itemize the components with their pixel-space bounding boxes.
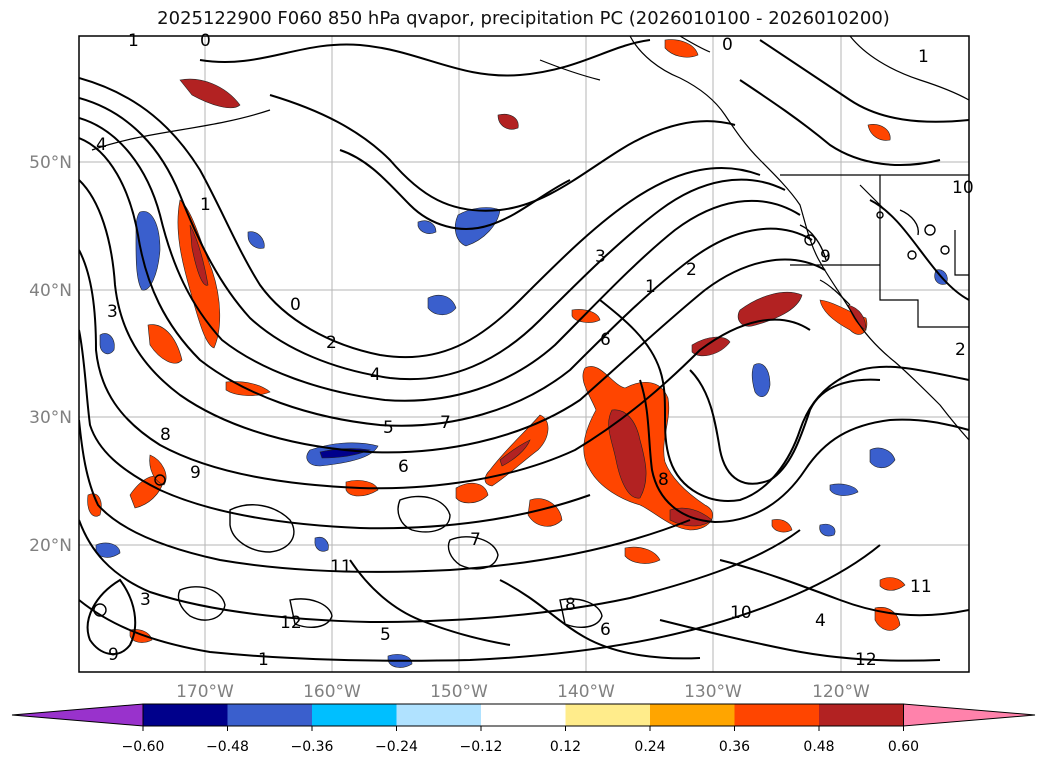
contour-label: 7	[470, 530, 481, 550]
precip-positive-shading	[87, 39, 906, 643]
contour-label: 2	[686, 260, 697, 280]
colorbar-tick-label: 0.24	[634, 739, 665, 755]
contour-label: 9	[820, 247, 831, 267]
contour-label: 4	[370, 365, 381, 385]
colorbar-segment	[565, 704, 650, 726]
precip-core-central	[608, 409, 647, 499]
colorbar-tick-label: −0.48	[206, 739, 249, 755]
longitude-labels: 170°W 160°W 150°W 140°W 130°W 120°W	[176, 682, 870, 702]
lat-label: 20°N	[29, 536, 72, 556]
contour-label: 4	[96, 135, 107, 155]
colorbar	[11, 703, 1036, 731]
colorbar-extend-min	[11, 703, 144, 727]
colorbar-tick-label: −0.12	[460, 739, 503, 755]
contour-label: 9	[108, 645, 119, 665]
contour-label: 8	[160, 425, 171, 445]
colorbar-extend-max	[903, 703, 1036, 727]
contour-label: 2	[326, 333, 337, 353]
contour-label: 8	[565, 595, 576, 615]
contour-label: 9	[190, 463, 201, 483]
colorbar-tick-labels: −0.60 −0.48 −0.36 −0.24 −0.12 0.12 0.24 0.36 0.4…	[122, 739, 920, 755]
contour-rings	[93, 211, 950, 617]
lon-label: 120°W	[812, 682, 870, 702]
contour-label: 3	[595, 247, 606, 267]
contour-label: 1	[645, 277, 656, 297]
contour-label: 1	[200, 195, 211, 215]
lon-label: 130°W	[684, 682, 742, 702]
contour-label: 10	[730, 603, 752, 623]
colorbar-tick-label: 0.12	[550, 739, 581, 755]
contour-label: 6	[398, 457, 409, 477]
contour-label: 11	[330, 557, 352, 577]
contour-label: 1	[128, 31, 139, 51]
map-border	[78, 35, 970, 673]
contour-label: 12	[855, 650, 877, 670]
contour-label: 12	[280, 613, 302, 633]
lon-label: 160°W	[303, 682, 361, 702]
lon-label: 140°W	[557, 682, 615, 702]
map-background	[79, 36, 969, 672]
colorbar-tick-label: 0.48	[803, 739, 834, 755]
colorbar-segment	[396, 704, 481, 726]
colorbar-segment	[819, 704, 904, 726]
colorbar-tick-label: 0.60	[888, 739, 919, 755]
contour-label: 5	[383, 418, 394, 438]
figure-title: 2025122900 F060 850 hPa qvapor, precipit…	[157, 8, 890, 29]
contour-label: 6	[600, 620, 611, 640]
colorbar-outline	[142, 703, 904, 727]
contour-label: 2	[955, 340, 966, 360]
colorbar-tick-label: −0.24	[375, 739, 418, 755]
contour-label: 5	[380, 625, 391, 645]
contour-label: 0	[200, 31, 211, 51]
contour-label: 6	[600, 330, 611, 350]
colorbar-tick-label: −0.60	[122, 739, 165, 755]
lat-label: 30°N	[29, 408, 72, 428]
colorbar-segment	[734, 704, 819, 726]
lon-label: 170°W	[176, 682, 234, 702]
contour-label: 1	[918, 47, 929, 67]
contour-label: 8	[658, 470, 669, 490]
contour-label: 11	[910, 577, 932, 597]
colorbar-segment	[143, 704, 228, 726]
colorbar-tick-label: −0.36	[291, 739, 334, 755]
contour-label: 4	[815, 611, 826, 631]
colorbar-segment	[650, 704, 735, 726]
contour-label: 3	[107, 302, 118, 322]
colorbar-tick-label: 0.36	[719, 739, 750, 755]
colorbar-segment	[227, 704, 312, 726]
contour-label: 3	[140, 590, 151, 610]
colorbar-segment	[312, 704, 397, 726]
lon-label: 150°W	[430, 682, 488, 702]
contour-label: 0	[290, 295, 301, 315]
latitude-labels: 50°N 40°N 30°N 20°N	[29, 153, 72, 556]
lat-label: 50°N	[29, 153, 72, 173]
colorbar-segment	[481, 704, 566, 726]
contour-label: 10	[952, 178, 974, 198]
contour-label: 1	[258, 650, 269, 670]
contour-label: 0	[722, 35, 733, 55]
contour-label: 7	[440, 413, 451, 433]
qvapor-contours-thin	[177, 209, 919, 628]
lat-label: 40°N	[29, 281, 72, 301]
